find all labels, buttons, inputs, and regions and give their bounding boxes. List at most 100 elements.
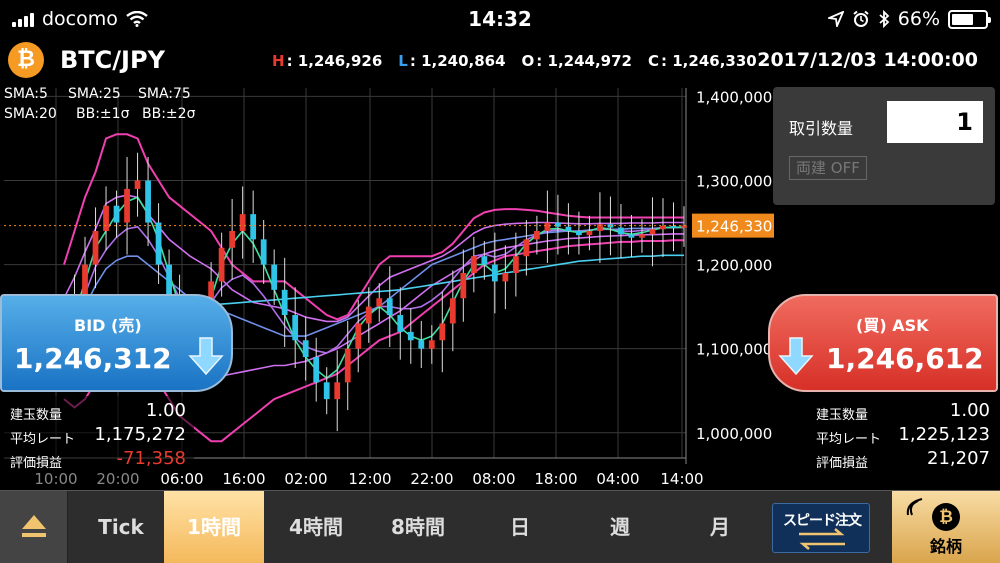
candle-body bbox=[302, 340, 309, 358]
candle-body bbox=[134, 180, 141, 189]
quantity-label: 取引数量 bbox=[789, 119, 854, 138]
candle-body bbox=[82, 264, 88, 307]
candle-body bbox=[344, 348, 351, 383]
ask-row-quantity: 建玉数量 1.00 bbox=[816, 400, 990, 423]
arrow-down-icon bbox=[778, 337, 814, 376]
candle-body bbox=[124, 188, 130, 223]
x-tick-label: 22:00 bbox=[410, 470, 453, 488]
instrument-select-button[interactable]: ₿ 銘柄 bbox=[892, 491, 1000, 563]
hedge-toggle[interactable]: 両建 OFF bbox=[789, 156, 867, 180]
candle-body bbox=[155, 222, 162, 265]
quantity-input[interactable] bbox=[887, 101, 983, 143]
candle-body bbox=[533, 230, 540, 240]
ohlc-low: L: 1,240,864 bbox=[398, 52, 506, 70]
status-right: 66% bbox=[827, 8, 991, 30]
price-chart[interactable]: 1,400,000 1,300,000 1,200,000 1,100,000 1,00… bbox=[0, 84, 778, 490]
candle-body bbox=[292, 315, 299, 341]
candle-body bbox=[439, 323, 446, 341]
bitcoin-coin-icon: ₿ bbox=[932, 503, 960, 531]
candle-body bbox=[597, 224, 603, 231]
bid-row-pnl: 評価損益 -71,358 bbox=[10, 448, 186, 471]
candle-body bbox=[281, 289, 288, 316]
signal-wave-icon bbox=[906, 498, 923, 516]
x-tick-label: 18:00 bbox=[534, 470, 577, 488]
legend-bb1: BB:±1σ bbox=[76, 106, 130, 122]
candle-body bbox=[681, 225, 687, 228]
candle-body bbox=[639, 234, 645, 238]
legend-sma5: SMA:5 bbox=[4, 86, 48, 102]
candle-body bbox=[365, 306, 372, 324]
swap-arrows-icon bbox=[799, 528, 845, 550]
ohlc-open: O: 1,244,972 bbox=[521, 52, 632, 70]
bid-title: BID (売) bbox=[74, 316, 142, 335]
candle-body bbox=[323, 382, 330, 400]
ask-buy-button[interactable]: (買) ASK 1,246,612 bbox=[768, 294, 998, 392]
bottom-toolbar: Tick 1時間 4時間 8時間 日 週 月 スピード注文 ₿ 銘柄 bbox=[0, 490, 1000, 563]
ohlc-high: H: 1,246,926 bbox=[272, 52, 383, 70]
tab-8-hour[interactable]: 8時間 bbox=[391, 515, 445, 539]
candle-body bbox=[660, 225, 666, 230]
y-tick-label: 1,000,000 bbox=[696, 425, 772, 443]
candle-body bbox=[239, 214, 246, 231]
wifi-icon bbox=[126, 11, 148, 27]
candle-body bbox=[250, 214, 257, 240]
candle-body bbox=[386, 298, 393, 316]
candle-body bbox=[576, 230, 582, 236]
instrument-header: ₿ BTC/JPY H: 1,246,926 L: 1,240,864 O: 1… bbox=[0, 36, 1000, 84]
eject-icon bbox=[22, 515, 46, 537]
candle-body bbox=[145, 180, 151, 223]
chart-datetime: 2017/12/03 14:00:00 bbox=[757, 49, 978, 71]
bid-row-quantity: 建玉数量 1.00 bbox=[10, 400, 186, 423]
x-tick-label: 08:00 bbox=[472, 470, 515, 488]
ask-price: 1,246,612 bbox=[826, 342, 984, 375]
candle-body bbox=[449, 298, 456, 324]
bid-position-info: 建玉数量 1.00 平均レート 1,175,272 評価損益 -71,358 bbox=[0, 396, 194, 471]
instrument-label: 銘柄 bbox=[929, 537, 962, 556]
candle-body bbox=[649, 229, 656, 235]
candle-body bbox=[355, 323, 362, 349]
candle-body bbox=[428, 340, 435, 349]
collapse-button[interactable] bbox=[0, 491, 68, 563]
candle-body bbox=[670, 225, 677, 228]
tab-1-hour[interactable]: 1時間 bbox=[164, 491, 264, 563]
status-time: 14:32 bbox=[468, 7, 532, 31]
status-left: docomo bbox=[12, 8, 148, 30]
bluetooth-icon bbox=[879, 10, 890, 28]
candle-body bbox=[481, 256, 488, 265]
ask-row-pnl: 評価損益 21,207 bbox=[816, 448, 990, 471]
carrier-name: docomo bbox=[42, 8, 118, 30]
tab-tick[interactable]: Tick bbox=[98, 515, 144, 539]
bitcoin-logo-icon: ₿ bbox=[8, 42, 44, 78]
x-tick-label: 20:00 bbox=[96, 470, 139, 488]
tab-day[interactable]: 日 bbox=[510, 515, 530, 539]
currency-pair: BTC/JPY bbox=[60, 46, 165, 74]
ohlc-summary: H: 1,246,926 L: 1,240,864 O: 1,244,972 C… bbox=[272, 52, 757, 70]
candle-body bbox=[103, 205, 109, 231]
candle-body bbox=[491, 264, 498, 282]
ask-row-average-rate: 平均レート 1,225,123 bbox=[816, 424, 990, 447]
x-tick-label: 16:00 bbox=[222, 470, 265, 488]
tab-month[interactable]: 月 bbox=[710, 515, 730, 539]
bb-upper-2sigma-line bbox=[63, 133, 684, 321]
ohlc-close: C: 1,246,330 bbox=[648, 52, 757, 70]
current-price-tag bbox=[692, 213, 774, 238]
speed-order-button[interactable]: スピード注文 bbox=[772, 503, 870, 553]
bid-sell-button[interactable]: BID (売) 1,246,312 bbox=[0, 294, 233, 392]
candle-body bbox=[313, 357, 320, 383]
tab-4-hour[interactable]: 4時間 bbox=[289, 515, 343, 539]
ask-title: (買) ASK bbox=[856, 316, 929, 335]
candle-body bbox=[555, 222, 561, 227]
y-tick-label: 1,300,000 bbox=[696, 173, 772, 191]
x-tick-label: 02:00 bbox=[284, 470, 327, 488]
bid-row-average-rate: 平均レート 1,175,272 bbox=[10, 424, 186, 447]
bb-upper-1sigma-line bbox=[63, 194, 684, 323]
signal-icon bbox=[12, 11, 34, 27]
x-tick-label: 12:00 bbox=[348, 470, 391, 488]
tab-week[interactable]: 週 bbox=[610, 515, 630, 539]
candle-body bbox=[418, 340, 425, 349]
bid-area: BID (売) 1,246,312 建玉数量 1.00 平均レート 1,175,27… bbox=[0, 294, 235, 488]
chart-canvas[interactable]: 1,400,000 1,300,000 1,200,000 1,100,000 1,00… bbox=[0, 84, 778, 490]
y-tick-label: 1,400,000 bbox=[696, 88, 772, 106]
location-icon bbox=[827, 11, 844, 27]
candle-body bbox=[544, 222, 551, 231]
